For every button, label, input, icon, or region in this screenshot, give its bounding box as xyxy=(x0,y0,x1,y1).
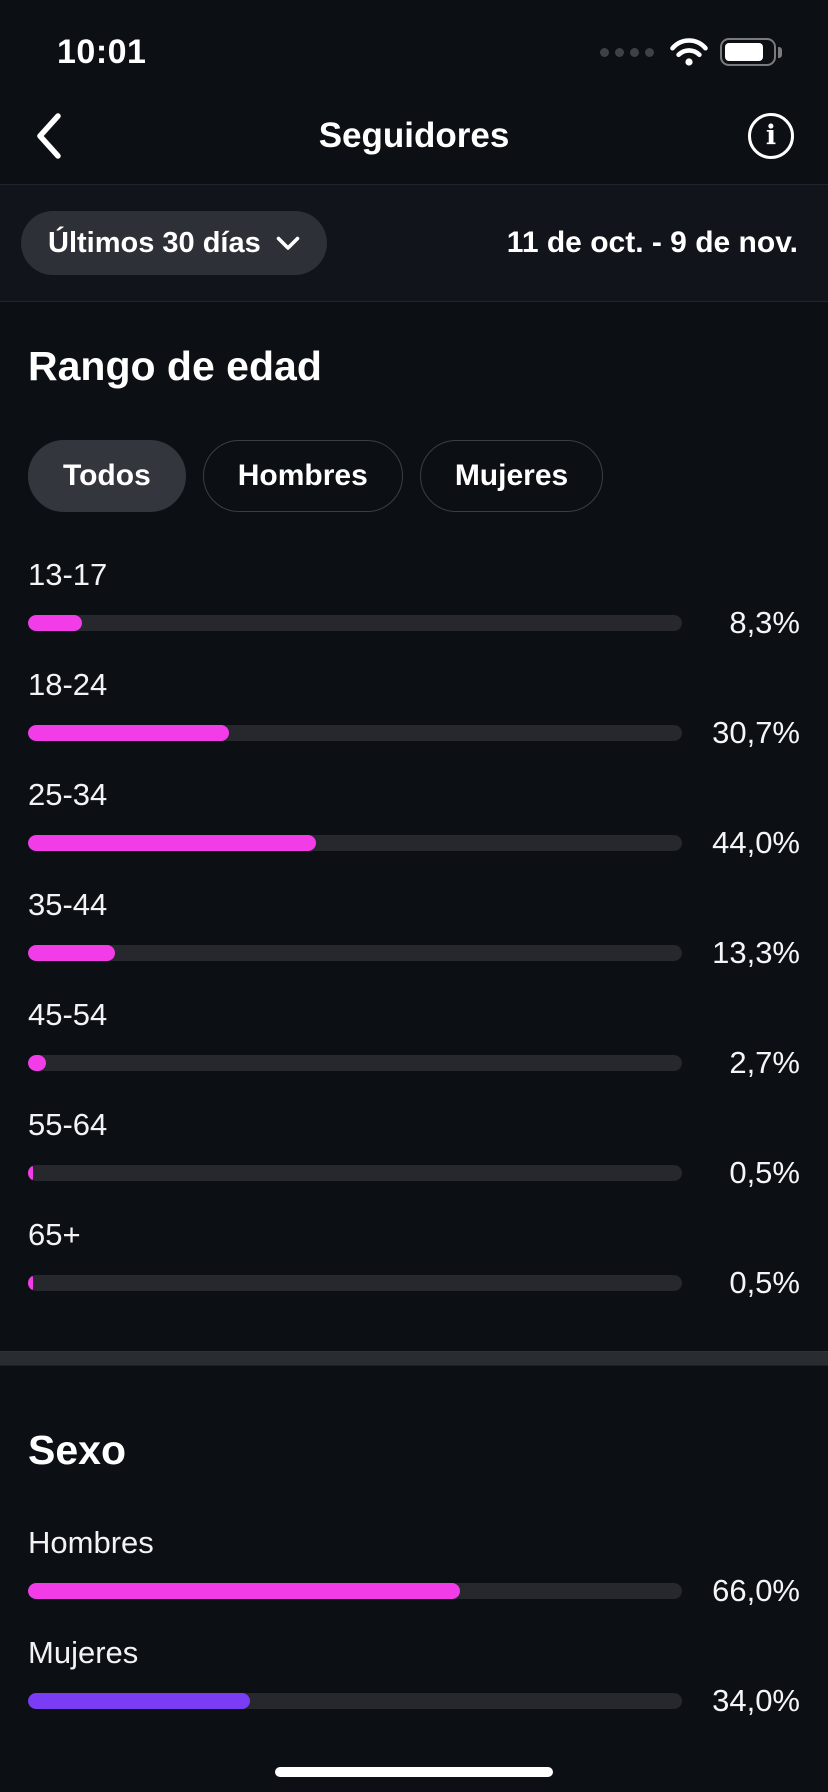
bar-label: Mujeres xyxy=(28,1635,139,1670)
bar-row-35-44: 35-44 13,3% xyxy=(28,886,800,971)
bar-row-55-64: 55-64 0,5% xyxy=(28,1106,800,1191)
bar-fill xyxy=(28,1164,33,1181)
period-dropdown-label: Últimos 30 días xyxy=(48,226,261,259)
chevron-down-icon xyxy=(276,236,300,251)
bar-fill xyxy=(28,1054,46,1071)
bar-label: 55-64 xyxy=(28,1107,108,1142)
bar-track xyxy=(28,1054,682,1071)
navigation-header: Seguidores i xyxy=(0,88,828,184)
period-dropdown[interactable]: Últimos 30 días xyxy=(21,211,327,275)
gender-section: Sexo Hombres 66,0% Mujeres 34,0% xyxy=(0,1426,828,1719)
section-divider xyxy=(0,1351,828,1366)
bar-row-mujeres: Mujeres 34,0% xyxy=(28,1634,800,1719)
bar-label: 18-24 xyxy=(28,667,108,702)
bar-row-13-17: 13-17 8,3% xyxy=(28,556,800,641)
tab-mujeres[interactable]: Mujeres xyxy=(419,440,604,512)
bar-value: 30,7% xyxy=(712,714,800,750)
bar-label: 65+ xyxy=(28,1217,81,1252)
date-range-label: 11 de oct. - 9 de nov. xyxy=(506,226,798,259)
bar-value: 44,0% xyxy=(712,824,800,860)
tab-hombres[interactable]: Hombres xyxy=(202,440,403,512)
age-section-title: Rango de edad xyxy=(28,343,322,389)
age-range-section: Rango de edad Todos Hombres Mujeres 13-1… xyxy=(0,342,828,1301)
cellular-signal-icon xyxy=(600,47,654,57)
bar-track xyxy=(28,724,682,741)
bar-row-45-54: 45-54 2,7% xyxy=(28,996,800,1081)
bar-fill xyxy=(28,944,115,961)
bar-fill xyxy=(28,614,83,631)
bar-row-25-34: 25-34 44,0% xyxy=(28,776,800,861)
battery-icon xyxy=(720,38,782,66)
bar-fill xyxy=(28,1692,251,1709)
bar-value: 34,0% xyxy=(712,1682,800,1718)
back-button[interactable] xyxy=(34,111,62,161)
bar-track xyxy=(28,1164,682,1181)
bar-label: 45-54 xyxy=(28,997,108,1032)
bar-row-18-24: 18-24 30,7% xyxy=(28,666,800,751)
bar-fill xyxy=(28,834,316,851)
bar-fill xyxy=(28,724,229,741)
info-button[interactable]: i xyxy=(748,113,794,159)
bar-track xyxy=(28,1692,682,1709)
page-title: Seguidores xyxy=(318,116,510,155)
bar-label: 25-34 xyxy=(28,777,108,812)
bar-track xyxy=(28,1582,682,1599)
bar-row-hombres: Hombres 66,0% xyxy=(28,1524,800,1609)
bar-value: 0,5% xyxy=(729,1264,800,1300)
gender-bars: Hombres 66,0% Mujeres 34,0% xyxy=(28,1524,800,1719)
age-bars: 13-17 8,3% 18-24 30,7% 25-34 xyxy=(28,556,800,1301)
bar-track xyxy=(28,1274,682,1291)
bar-value: 2,7% xyxy=(729,1044,800,1080)
tab-todos[interactable]: Todos xyxy=(28,440,186,512)
bar-label: 35-44 xyxy=(28,887,108,922)
bar-value: 13,3% xyxy=(712,934,800,970)
bar-track xyxy=(28,944,682,961)
home-indicator[interactable] xyxy=(275,1767,553,1777)
info-icon: i xyxy=(765,119,777,151)
bar-fill xyxy=(28,1274,33,1291)
bar-value: 8,3% xyxy=(729,604,800,640)
bar-value: 0,5% xyxy=(729,1154,800,1190)
bar-label: Hombres xyxy=(28,1525,154,1560)
status-icons xyxy=(600,38,782,66)
bar-label: 13-17 xyxy=(28,557,108,592)
gender-section-title: Sexo xyxy=(28,1427,126,1473)
chevron-left-icon xyxy=(34,111,62,161)
bar-track xyxy=(28,834,682,851)
filter-bar: Últimos 30 días 11 de oct. - 9 de nov. xyxy=(0,184,828,302)
bar-track xyxy=(28,614,682,631)
bar-row-65plus: 65+ 0,5% xyxy=(28,1216,800,1301)
status-bar: 10:01 xyxy=(0,0,828,88)
gender-filter-tabs: Todos Hombres Mujeres xyxy=(28,440,800,512)
wifi-icon xyxy=(670,38,708,66)
bar-value: 66,0% xyxy=(712,1572,800,1608)
clock: 10:01 xyxy=(57,32,147,71)
bar-fill xyxy=(28,1582,460,1599)
